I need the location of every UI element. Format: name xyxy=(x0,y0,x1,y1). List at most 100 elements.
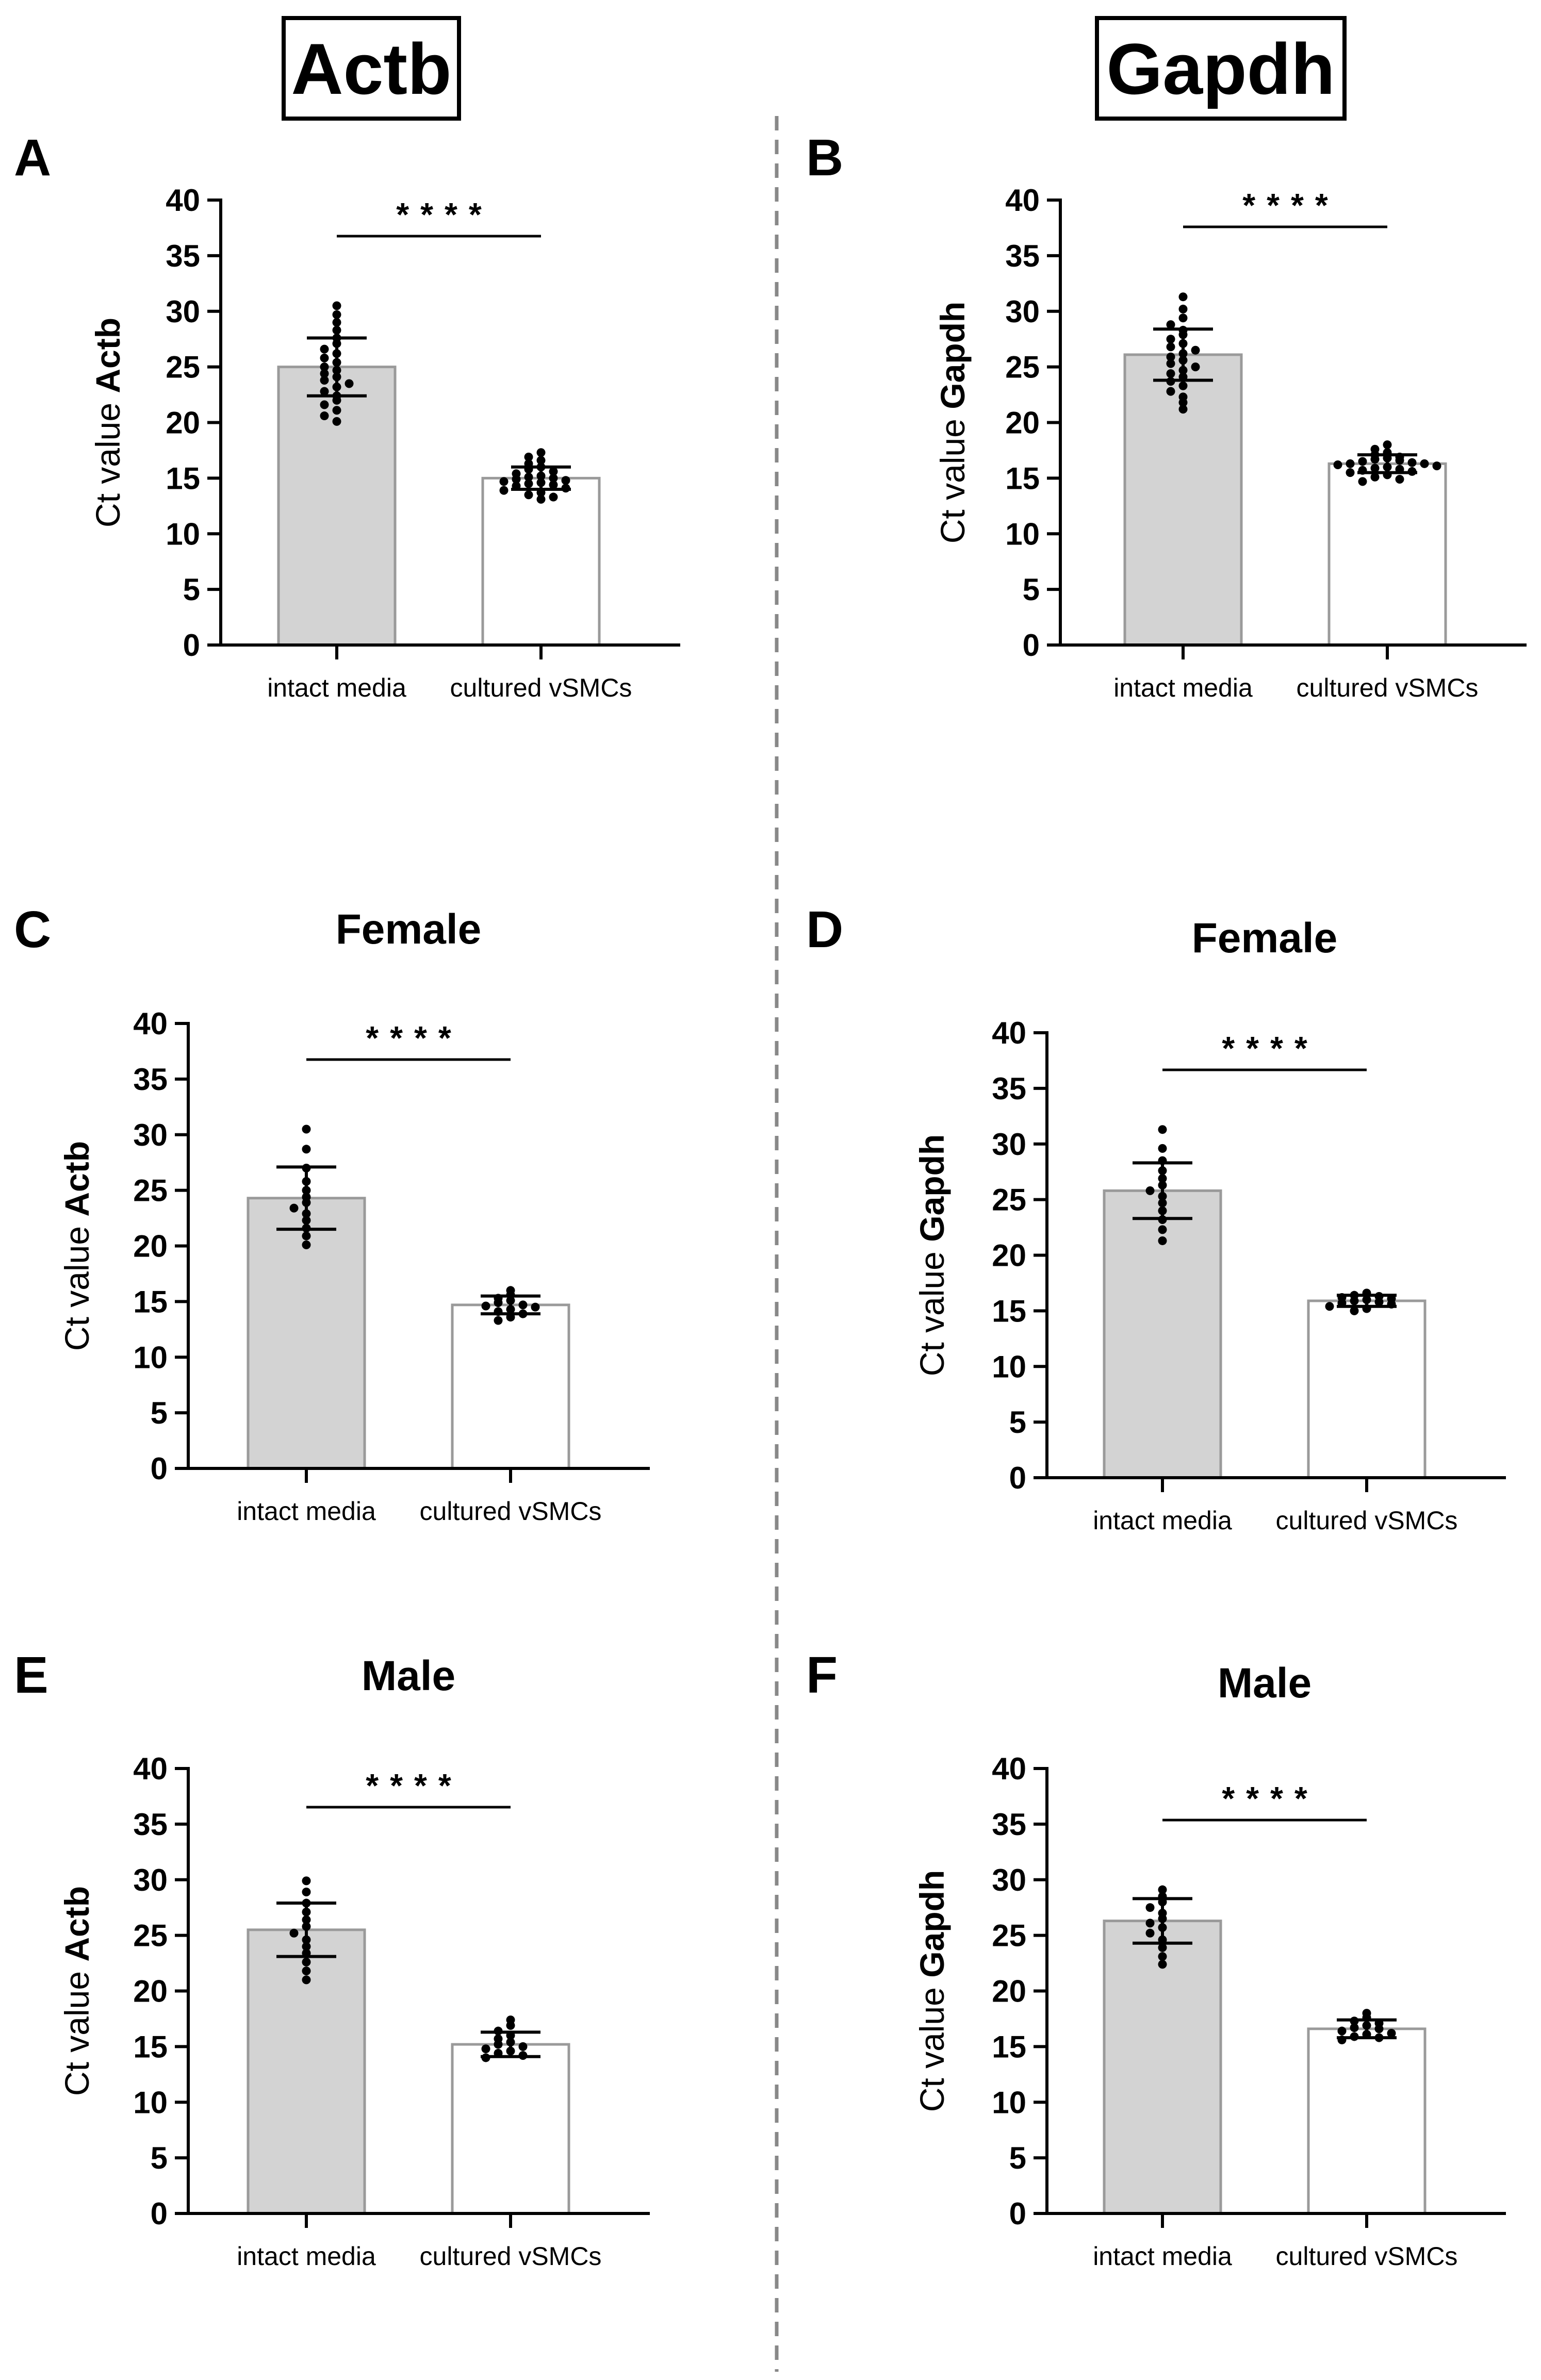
data-point xyxy=(1158,1943,1167,1952)
data-point xyxy=(320,353,329,362)
y-tick-label: 5 xyxy=(1023,572,1040,607)
y-axis-label-prefix: Ct value xyxy=(913,1978,951,2112)
panel-letter: B xyxy=(806,129,843,187)
y-axis-label: Ct value Actb xyxy=(58,1886,96,2096)
y-axis-label-prefix: Ct value xyxy=(58,1217,96,1351)
data-point xyxy=(1370,472,1380,482)
y-tick-label: 0 xyxy=(1023,628,1040,663)
y-tick-label: 10 xyxy=(133,2085,168,2120)
data-point xyxy=(561,476,570,485)
y-tick-label: 10 xyxy=(166,517,200,551)
data-point xyxy=(524,472,533,482)
data-point xyxy=(494,1298,503,1308)
data-point xyxy=(1432,461,1441,471)
y-tick-label: 10 xyxy=(1005,517,1040,551)
data-point xyxy=(320,344,329,354)
panel-e: E Male Ct value Actb 0 5 10 15 20 25 30 35 40 intact… xyxy=(14,1646,650,2271)
y-axis-label: Ct value Gapdh xyxy=(913,1134,951,1376)
significance-label: **** xyxy=(366,1019,463,1056)
y-axis-label-gene: Actb xyxy=(89,318,127,393)
y-tick-label: 0 xyxy=(1009,1461,1026,1495)
y-tick-label: 15 xyxy=(133,2029,168,2064)
data-point xyxy=(1178,405,1188,414)
data-point xyxy=(332,406,341,415)
data-point xyxy=(1346,468,1355,477)
y-tick-label: 20 xyxy=(133,1229,168,1264)
y-axis-label-gene: Gapdh xyxy=(913,1870,951,1978)
y-tick-label: 0 xyxy=(1009,2196,1026,2231)
y-tick-label: 10 xyxy=(133,1340,168,1375)
data-point xyxy=(1358,457,1367,466)
data-point xyxy=(302,1240,311,1249)
significance-label: **** xyxy=(1222,1030,1319,1067)
y-tick-label: 20 xyxy=(992,1238,1026,1273)
data-point xyxy=(536,456,546,465)
data-point xyxy=(302,1231,311,1241)
data-point xyxy=(499,486,509,495)
data-point xyxy=(332,310,341,319)
data-point xyxy=(320,387,329,396)
panel-title: Male xyxy=(1218,1660,1312,1707)
y-tick-label: 30 xyxy=(133,1863,168,1897)
data-point xyxy=(302,1966,311,1976)
data-point xyxy=(1166,387,1175,396)
y-tick-label: 40 xyxy=(133,1751,168,1786)
data-point xyxy=(1158,1125,1167,1134)
error-bar-cultured-vsmcs xyxy=(511,465,571,491)
y-axis-label: Ct value Actb xyxy=(89,318,127,527)
data-point xyxy=(494,2040,503,2049)
panel-letter: A xyxy=(14,129,51,187)
data-point xyxy=(1370,464,1380,473)
data-point xyxy=(1350,1306,1359,1315)
data-point xyxy=(1420,459,1429,468)
data-point xyxy=(1191,362,1200,372)
x-category-label: cultured vSMCs xyxy=(420,1497,602,1526)
panel-d: D Female Ct value Gapdh 0 5 10 15 20 25 30 35 40 int… xyxy=(806,901,1506,1535)
y-axis-label-prefix: Ct value xyxy=(913,1242,951,1376)
data-point xyxy=(1166,369,1175,378)
y-axis-label-prefix: Ct value xyxy=(933,409,972,543)
y-tick-label: 5 xyxy=(151,1396,168,1430)
data-point xyxy=(289,1928,299,1938)
y-axis-label: Ct value Gapdh xyxy=(933,302,972,543)
data-point xyxy=(1337,2026,1347,2036)
data-point xyxy=(1158,1144,1167,1153)
panel-title: Female xyxy=(1192,915,1338,962)
data-point xyxy=(332,301,341,310)
y-tick-label: 20 xyxy=(992,1974,1026,2009)
y-tick-label: 20 xyxy=(133,1974,168,2009)
y-tick-label: 30 xyxy=(992,1127,1026,1162)
panel-title: Male xyxy=(362,1652,455,1699)
y-tick-label: 20 xyxy=(166,406,200,440)
y-tick-label: 20 xyxy=(1005,406,1040,440)
data-point xyxy=(1350,2023,1359,2032)
points-intact-media xyxy=(289,1125,311,1249)
y-tick-label: 25 xyxy=(166,350,200,385)
y-tick-label: 30 xyxy=(133,1118,168,1152)
y-tick-label: 15 xyxy=(133,1284,168,1319)
bar-cultured-vsmcs xyxy=(451,1303,570,1470)
gene-header-label: Actb xyxy=(291,28,451,109)
y-tick-label: 10 xyxy=(992,2085,1026,2120)
x-category-label: cultured vSMCs xyxy=(450,673,632,702)
data-point xyxy=(1333,460,1342,469)
data-point xyxy=(1145,1919,1155,1928)
panel-letter: F xyxy=(806,1646,838,1704)
data-point xyxy=(1407,458,1417,467)
data-point xyxy=(302,1145,311,1154)
data-point xyxy=(1178,292,1188,302)
y-tick-label: 30 xyxy=(166,294,200,329)
data-point xyxy=(531,1302,540,1312)
data-point xyxy=(1145,1928,1155,1938)
data-point xyxy=(345,379,354,388)
gene-header-box xyxy=(1095,16,1347,121)
data-point xyxy=(332,417,341,426)
data-point xyxy=(1178,398,1188,407)
data-point xyxy=(1191,345,1200,355)
panel-letter: E xyxy=(14,1646,48,1704)
panel-c: C Female Ct value Actb 0 5 10 15 20 25 30 35 40 inta… xyxy=(14,901,650,1526)
error-bar-intact-media xyxy=(1133,1897,1192,1945)
data-point xyxy=(1158,1952,1167,1961)
y-tick-label: 40 xyxy=(166,183,200,218)
